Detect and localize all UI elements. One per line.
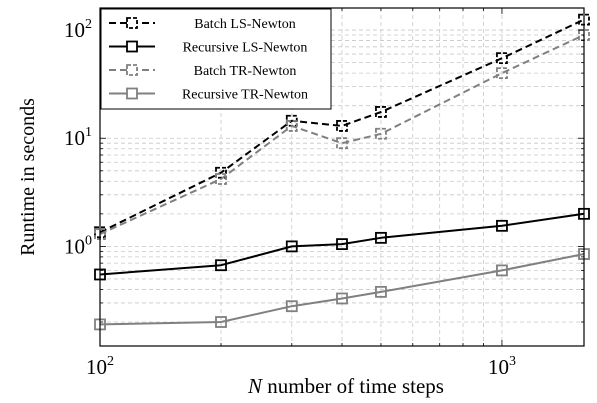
data-point xyxy=(336,292,348,305)
legend-box xyxy=(100,8,332,110)
legend-marker xyxy=(126,87,138,100)
legend: Batch LS-Newton Recursive LS-Newton Batch … xyxy=(100,8,332,110)
x-tick-label: 102 xyxy=(86,354,114,379)
y-tick-label: 100 xyxy=(64,233,92,258)
legend-label: Batch LS-Newton xyxy=(194,17,295,32)
legend-item: Recursive TR-Newton xyxy=(109,88,308,103)
data-point xyxy=(215,166,227,179)
data-point xyxy=(285,240,298,253)
data-point xyxy=(375,231,387,244)
legend-label: Recursive LS-Newton xyxy=(183,41,308,56)
data-point xyxy=(336,137,348,150)
legend-item: Batch TR-Newton xyxy=(109,64,296,79)
x-tick-label: 103 xyxy=(488,354,516,379)
data-point xyxy=(496,219,508,232)
data-point xyxy=(215,316,227,328)
y-tick-label: 102 xyxy=(64,17,92,42)
legend-marker xyxy=(126,17,138,29)
series-group xyxy=(94,13,590,331)
data-point xyxy=(285,120,298,132)
series-line xyxy=(99,34,585,236)
data-point xyxy=(496,67,508,80)
series-line xyxy=(99,212,585,276)
y-axis-label: Runtime in seconds xyxy=(17,98,39,256)
series-recursive-ls-newton xyxy=(94,207,590,281)
data-point xyxy=(375,127,387,140)
legend-label: Batch TR-Newton xyxy=(194,64,297,79)
data-point xyxy=(215,259,227,272)
data-point xyxy=(496,52,508,65)
legend-item: Batch LS-Newton xyxy=(109,17,296,32)
data-point xyxy=(336,238,348,251)
x-axis-label: N number of time steps xyxy=(247,374,444,398)
series-line xyxy=(99,18,585,234)
data-point xyxy=(375,106,387,118)
data-point xyxy=(496,264,508,277)
tick-labels: 102 103 100 101 102 xyxy=(64,17,516,379)
data-point xyxy=(215,173,227,185)
data-point xyxy=(375,285,387,298)
legend-marker xyxy=(126,40,138,53)
legend-marker xyxy=(126,64,138,76)
legend-item: Recursive LS-Newton xyxy=(109,41,307,56)
data-point xyxy=(285,300,298,313)
series-line xyxy=(99,253,585,326)
y-tick-label: 101 xyxy=(64,125,92,150)
data-point xyxy=(336,120,348,132)
legend-label: Recursive TR-Newton xyxy=(182,88,308,103)
